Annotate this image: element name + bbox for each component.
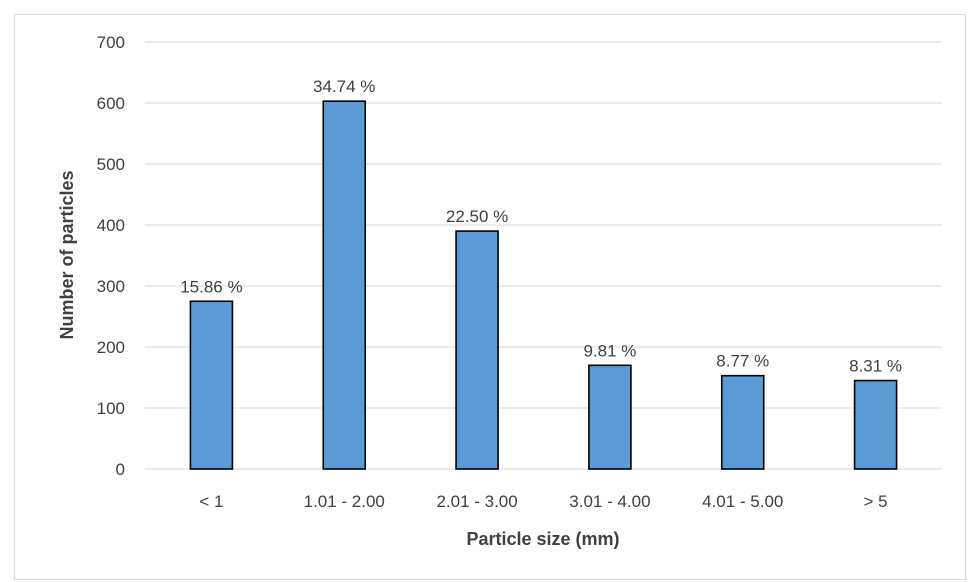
y-tick-label: 300 (97, 277, 125, 296)
x-axis-ticks: < 1 1.01 - 2.00 2.01 - 3.00 3.01 - 4.00 4.01… (199, 492, 887, 511)
x-tick-label: 2.01 - 3.00 (436, 492, 517, 511)
bar-data-label: 22.50 % (446, 207, 508, 226)
bar-data-label: 8.31 % (849, 357, 902, 376)
y-tick-label: 100 (97, 399, 125, 418)
bar (455, 230, 499, 470)
y-tick-label: 600 (97, 94, 125, 113)
x-tick-label: 1.01 - 2.00 (304, 492, 385, 511)
y-axis-title: Number of particles (57, 170, 77, 339)
x-tick-label: < 1 (199, 492, 223, 511)
bar (720, 374, 765, 470)
bar (189, 300, 234, 470)
x-tick-label: 3.01 - 4.00 (569, 492, 650, 511)
x-tick-label: 4.01 - 5.00 (702, 492, 783, 511)
bars (189, 100, 898, 470)
y-tick-label: 700 (97, 33, 125, 52)
y-tick-label: 400 (97, 216, 125, 235)
bar (322, 100, 367, 470)
y-tick-label: 0 (116, 460, 125, 479)
y-tick-label: 200 (97, 338, 125, 357)
y-tick-label: 500 (97, 155, 125, 174)
bar-data-label: 9.81 % (583, 341, 636, 360)
bar-data-label: 8.77 % (716, 352, 769, 371)
bar-data-label: 34.74 % (313, 77, 375, 96)
bar-data-label: 15.86 % (180, 277, 242, 296)
x-axis-title: Particle size (mm) (466, 529, 619, 549)
bar (588, 364, 632, 470)
bar (853, 379, 898, 470)
data-labels: 15.86 % 34.74 % 22.50 % 9.81 % 8.77 % 8.31 % (180, 77, 902, 375)
y-axis-ticks: 0 100 200 300 400 500 600 700 (97, 33, 125, 479)
gridlines (145, 41, 942, 470)
x-tick-label: > 5 (864, 492, 888, 511)
